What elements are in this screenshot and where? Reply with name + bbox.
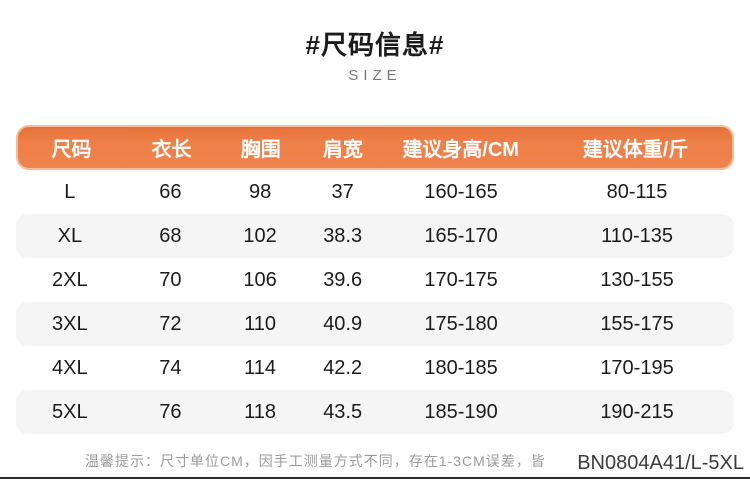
size-label-cell: L [64,180,76,203]
value-cell: 80-115 [606,180,668,203]
value-cell: 37 [331,180,354,203]
value-cell: 66 [159,180,182,203]
value-cell: 102 [243,224,277,247]
value-cell: 160-165 [424,180,498,203]
value-cell: 76 [159,400,182,423]
value-cell: 98 [248,180,272,203]
size-label-cell: 4XL [52,356,88,379]
value-cell: 70 [159,268,182,291]
value-cell: 42.2 [323,356,363,379]
value-cell: 118 [244,400,277,423]
value-cell: 180-185 [424,356,498,379]
table-row: XL 68 102 38.3 165-170 110-135 [16,214,734,258]
bottom-divider [0,477,750,479]
value-cell: 170-175 [424,268,498,291]
value-cell: 38.3 [323,224,363,247]
value-cell: 185-190 [424,400,498,423]
footer: 温馨提示：尺寸单位CM，因手工测量方式不同，存在1-3CM误差，皆 BN0804… [0,448,750,478]
size-label-cell: XL [57,224,83,247]
value-cell: 40.9 [323,312,363,335]
value-cell: 190-215 [600,400,674,423]
value-cell: 43.5 [323,400,363,423]
header-cell: 建议体重/斤 [582,139,689,161]
product-code: BN0804A41/L-5XL [573,452,744,475]
size-label-cell: 3XL [52,312,88,335]
table-row: 4XL 74 114 42.2 180-185 170-195 [16,346,734,390]
page-subtitle: SIZE [348,67,402,84]
header-cell: 建议身高/CM [402,139,519,161]
size-table: 尺码 衣长 胸围 肩宽 建议身高/CM 建议体重/斤 L 66 98 37 160-165 80-1… [16,125,734,434]
size-label-cell: 2XL [52,268,88,291]
measurement-note: 温馨提示：尺寸单位CM，因手工测量方式不同，存在1-3CM误差，皆 [85,453,546,469]
table-body: L 66 98 37 160-165 80-115 XL 68 102 38.3 165-170 11… [16,170,734,434]
table-header-row: 尺码 衣长 胸围 肩宽 建议身高/CM 建议体重/斤 [16,125,734,170]
size-label-cell: 5XL [52,400,88,423]
header-cell: 衣长 [151,139,192,161]
header-cell: 肩宽 [322,139,363,161]
value-cell: 72 [159,312,182,335]
table-row: 5XL 76 118 43.5 185-190 190-215 [16,390,734,434]
value-cell: 155-175 [600,312,674,335]
value-cell: 130-155 [600,268,674,291]
value-cell: 114 [244,356,277,379]
value-cell: 68 [159,224,182,247]
table-row: L 66 98 37 160-165 80-115 [16,170,734,214]
table-row: 3XL 72 110 40.9 175-180 155-175 [16,302,734,346]
value-cell: 110-135 [601,224,673,247]
value-cell: 74 [159,356,182,379]
value-cell: 110 [244,312,277,335]
value-cell: 39.6 [323,268,363,291]
page-title: #尺码信息# [305,30,445,60]
header-cell: 胸围 [240,139,281,161]
header-cell: 尺码 [51,139,92,161]
value-cell: 170-195 [600,356,674,379]
value-cell: 106 [243,268,277,291]
value-cell: 165-170 [424,224,498,247]
table-row: 2XL 70 106 39.6 170-175 130-155 [16,258,734,302]
value-cell: 175-180 [424,312,498,335]
